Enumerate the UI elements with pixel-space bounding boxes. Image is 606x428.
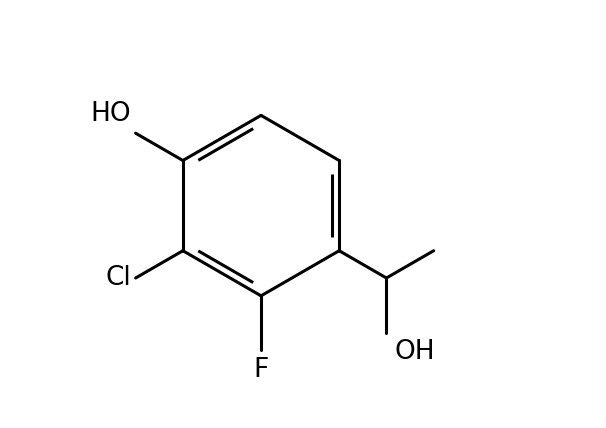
Text: OH: OH (395, 339, 436, 365)
Text: F: F (253, 357, 268, 383)
Text: Cl: Cl (105, 265, 132, 291)
Text: HO: HO (91, 101, 132, 127)
